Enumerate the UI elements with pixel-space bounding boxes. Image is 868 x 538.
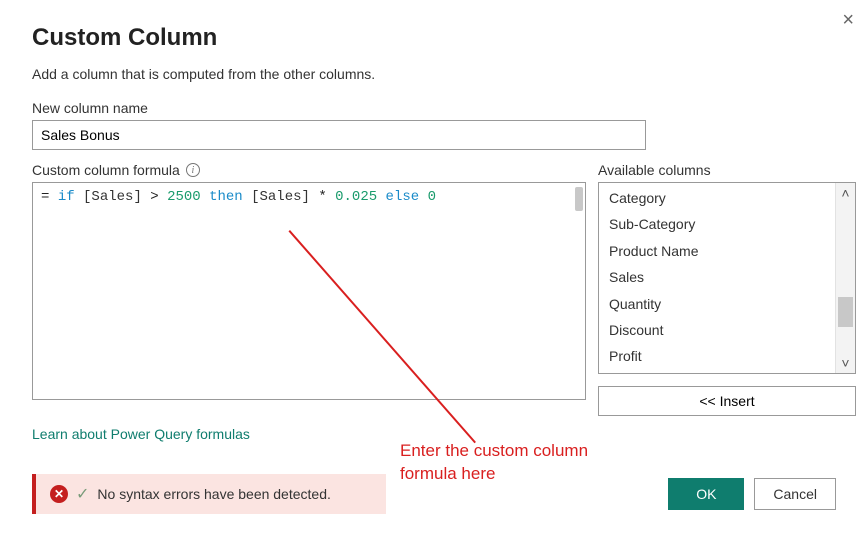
formula-token: if [58,189,75,205]
status-message: No syntax errors have been detected. [97,486,330,502]
dialog-subtitle: Add a column that is computed from the o… [32,66,836,82]
status-box: ✕ ✓ No syntax errors have been detected. [32,474,386,514]
cancel-button[interactable]: Cancel [754,478,836,510]
ok-button[interactable]: OK [668,478,744,510]
formula-token: then [209,189,243,205]
available-columns-label: Available columns [598,162,856,178]
close-icon[interactable]: × [842,10,854,30]
column-name-label: New column name [32,100,836,116]
available-scrollbar[interactable]: ˄ ˅ [835,183,855,373]
formula-token: 0 [428,189,436,205]
list-item[interactable]: Quantity [599,291,855,317]
formula-token: * [318,189,326,205]
list-item[interactable]: Category [599,185,855,211]
available-columns-list[interactable]: Category Sub-Category Product Name Sales… [598,182,856,374]
formula-scrollbar[interactable] [575,187,583,211]
insert-button[interactable]: << Insert [598,386,856,416]
scroll-up-icon[interactable]: ˄ [836,183,856,203]
list-item[interactable]: Product Name [599,238,855,264]
list-item[interactable]: Sales [599,264,855,290]
scroll-thumb[interactable] [838,297,853,327]
list-item[interactable]: Shipping Cost [599,370,855,374]
error-icon: ✕ [50,485,68,503]
formula-editor[interactable]: = if [Sales] > 2500 then [Sales] * 0.025… [32,182,586,400]
info-icon[interactable]: i [186,163,200,177]
annotation-line1: Enter the custom column [400,441,588,460]
formula-token: [Sales] [251,189,310,205]
scroll-down-icon[interactable]: ˅ [836,353,856,373]
formula-token: > [150,189,158,205]
formula-token: else [386,189,420,205]
formula-token: 2500 [167,189,201,205]
list-item[interactable]: Discount [599,317,855,343]
formula-token: [Sales] [83,189,142,205]
list-item[interactable]: Sub-Category [599,211,855,237]
dialog-title: Custom Column [32,24,836,52]
column-name-input[interactable] [32,120,646,150]
learn-link[interactable]: Learn about Power Query formulas [32,426,250,442]
formula-label: Custom column formula [32,162,180,178]
formula-token: 0.025 [335,189,377,205]
formula-token: = [41,189,49,205]
list-item[interactable]: Profit [599,343,855,369]
check-icon: ✓ [76,484,89,504]
scroll-track[interactable] [836,203,855,353]
